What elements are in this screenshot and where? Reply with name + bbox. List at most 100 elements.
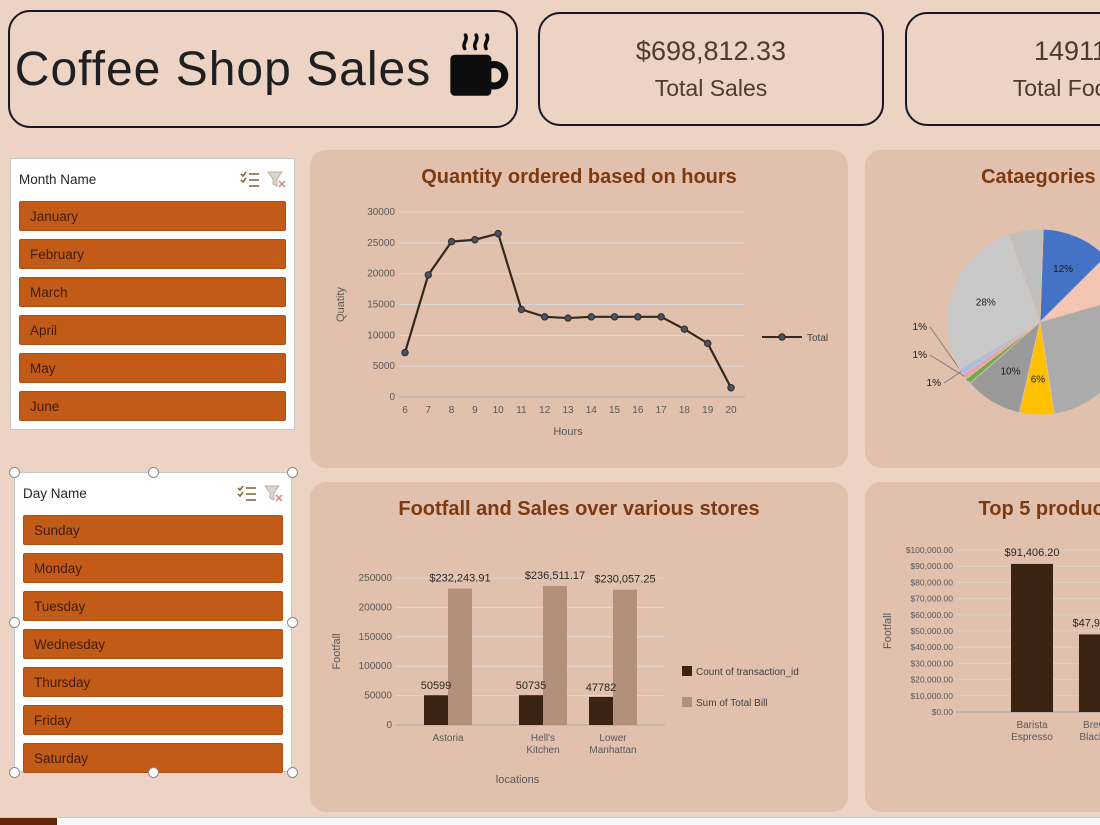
slicer-item-thursday[interactable]: Thursday	[23, 667, 283, 697]
slicer-item-monday[interactable]: Monday	[23, 553, 283, 583]
svg-text:Count of transaction_id: Count of transaction_id	[696, 667, 799, 678]
svg-text:Brewed: Brewed	[1083, 720, 1100, 731]
svg-text:Sum of Total Bill: Sum of Total Bill	[696, 698, 768, 709]
svg-text:Black tea: Black tea	[1079, 732, 1100, 743]
total-footfall-label: Total Footfall	[1012, 75, 1100, 101]
stores-bar-chart: 0 50000 100000 150000 200000 250000 50599 $232,…	[331, 570, 799, 786]
slicer-item-march[interactable]: March	[19, 277, 286, 307]
svg-text:12: 12	[539, 405, 551, 416]
stores-chart-title: Footfall and Sales over various stores	[398, 498, 760, 520]
hours-chart-card: Quantity ordered based on hours 0 5000 100…	[310, 150, 848, 468]
svg-text:$91,406.20: $91,406.20	[1004, 547, 1059, 559]
svg-text:$50,000.00: $50,000.00	[910, 626, 953, 636]
svg-text:Kitchen: Kitchen	[526, 745, 559, 756]
svg-text:20: 20	[725, 405, 737, 416]
svg-text:14: 14	[586, 405, 598, 416]
svg-text:25000: 25000	[367, 238, 395, 249]
clear-filter-icon[interactable]	[266, 170, 286, 188]
clipped-bottom-element	[0, 818, 57, 825]
svg-text:$70,000.00: $70,000.00	[910, 594, 953, 604]
svg-text:$40,000.00: $40,000.00	[910, 642, 953, 652]
categories-chart-title: Cataegories %	[981, 166, 1100, 188]
selection-handle[interactable]	[147, 466, 159, 478]
selection-handle[interactable]	[286, 616, 298, 628]
svg-text:1%: 1%	[913, 350, 928, 361]
svg-text:$100,000.00: $100,000.00	[906, 545, 954, 555]
slicer-item-tuesday[interactable]: Tuesday	[23, 591, 283, 621]
day-slicer: Day Name Sunday Monday Tuesday Wednesday Thu…	[14, 472, 292, 773]
selection-handle[interactable]	[286, 766, 298, 778]
selection-handle[interactable]	[147, 766, 159, 778]
svg-text:1%: 1%	[927, 378, 942, 389]
multi-select-icon[interactable]	[240, 170, 260, 188]
hours-line-chart: 0 5000 10000 15000 20000 25000 30000 6 7 8 9 10 11 12…	[335, 207, 828, 438]
slicer-item-may[interactable]: May	[19, 353, 286, 383]
svg-text:12%: 12%	[1053, 264, 1073, 275]
svg-text:13: 13	[562, 405, 574, 416]
day-slicer-title: Day Name	[23, 485, 87, 501]
svg-text:1%: 1%	[913, 322, 928, 333]
slicer-item-april[interactable]: April	[19, 315, 286, 345]
svg-text:Lower: Lower	[599, 733, 627, 744]
svg-text:10000: 10000	[367, 330, 395, 341]
svg-text:Hours: Hours	[553, 426, 583, 438]
svg-text:150000: 150000	[359, 632, 393, 643]
svg-text:47782: 47782	[586, 682, 617, 694]
slicer-item-january[interactable]: January	[19, 201, 286, 231]
svg-text:30000: 30000	[367, 207, 395, 218]
svg-text:Espresso: Espresso	[1011, 732, 1053, 743]
dashboard-title-card: Coffee Shop Sales	[8, 10, 518, 128]
svg-text:250000: 250000	[359, 573, 393, 584]
svg-text:50735: 50735	[516, 680, 547, 692]
svg-text:$232,243.91: $232,243.91	[429, 572, 490, 584]
svg-text:11: 11	[516, 405, 527, 416]
svg-text:0: 0	[389, 392, 395, 403]
svg-text:6: 6	[402, 405, 408, 416]
svg-text:$230,057.25: $230,057.25	[594, 574, 655, 586]
svg-text:Quatity: Quatity	[335, 287, 347, 322]
svg-text:$10,000.00: $10,000.00	[910, 691, 953, 701]
svg-text:10: 10	[493, 405, 505, 416]
svg-text:Manhattan: Manhattan	[589, 745, 636, 756]
svg-text:10%: 10%	[1000, 367, 1020, 378]
selection-handle[interactable]	[286, 466, 298, 478]
coffee-cup-icon	[450, 33, 509, 96]
slicer-item-friday[interactable]: Friday	[23, 705, 283, 735]
svg-text:$236,511.17: $236,511.17	[525, 570, 585, 582]
svg-text:0: 0	[386, 720, 392, 731]
top5-chart-title: Top 5 products	[978, 498, 1100, 520]
slicer-item-february[interactable]: February	[19, 239, 286, 269]
selection-handle[interactable]	[8, 616, 20, 628]
hours-chart-title: Quantity ordered based on hours	[421, 166, 737, 188]
svg-text:Total: Total	[807, 333, 828, 344]
svg-text:50000: 50000	[364, 691, 392, 702]
svg-text:6%: 6%	[1031, 375, 1046, 386]
svg-text:17: 17	[656, 405, 668, 416]
svg-text:100000: 100000	[359, 661, 393, 672]
svg-text:Footfall: Footfall	[882, 613, 894, 649]
svg-text:Barista: Barista	[1016, 720, 1048, 731]
svg-text:Hell's: Hell's	[531, 733, 555, 744]
slicer-item-wednesday[interactable]: Wednesday	[23, 629, 283, 659]
svg-text:28%: 28%	[976, 297, 996, 308]
svg-text:$47,900.00: $47,900.00	[1072, 617, 1100, 629]
slicer-item-june[interactable]: June	[19, 391, 286, 421]
selection-handle[interactable]	[8, 466, 20, 478]
dashboard-title: Coffee Shop Sales	[14, 42, 432, 96]
svg-text:200000: 200000	[359, 602, 393, 613]
slicer-item-sunday[interactable]: Sunday	[23, 515, 283, 545]
svg-text:$60,000.00: $60,000.00	[910, 610, 953, 620]
svg-text:50599: 50599	[421, 680, 452, 692]
clear-filter-icon[interactable]	[263, 484, 283, 502]
multi-select-icon[interactable]	[237, 484, 257, 502]
selection-handle[interactable]	[8, 766, 20, 778]
top5-chart-card: Top 5 products $0.00 $10,000.00 $20,000.00…	[865, 482, 1100, 812]
categories-pie-chart: 12% 6% 10% 1% 1% 1% 28%	[913, 228, 1100, 416]
month-slicer: Month Name January February March April May J…	[10, 158, 295, 430]
svg-text:8: 8	[449, 405, 455, 416]
svg-text:20000: 20000	[367, 269, 395, 280]
svg-text:16: 16	[632, 405, 644, 416]
month-slicer-items: January February March April May June	[19, 201, 286, 421]
categories-chart-card: Cataegories % 12% 6% 10% 1% 1% 1% 28%	[865, 150, 1100, 468]
